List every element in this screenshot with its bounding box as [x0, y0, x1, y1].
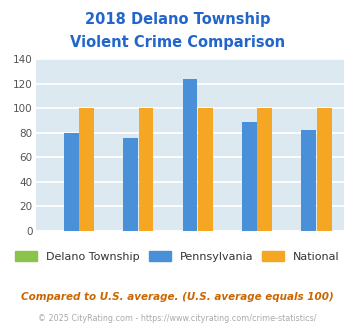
- Text: Compared to U.S. average. (U.S. average equals 100): Compared to U.S. average. (U.S. average …: [21, 292, 334, 302]
- Text: © 2025 CityRating.com - https://www.cityrating.com/crime-statistics/: © 2025 CityRating.com - https://www.city…: [38, 314, 317, 323]
- Bar: [198, 109, 213, 231]
- Bar: [64, 133, 78, 231]
- Bar: [138, 109, 153, 231]
- Text: 2018 Delano Township: 2018 Delano Township: [85, 12, 270, 26]
- Bar: [79, 109, 94, 231]
- Bar: [301, 130, 316, 231]
- Bar: [182, 79, 197, 231]
- Text: Violent Crime Comparison: Violent Crime Comparison: [70, 35, 285, 50]
- Bar: [242, 122, 257, 231]
- Bar: [257, 109, 272, 231]
- Bar: [123, 138, 138, 231]
- Legend: Delano Township, Pennsylvania, National: Delano Township, Pennsylvania, National: [11, 247, 344, 267]
- Bar: [317, 109, 332, 231]
